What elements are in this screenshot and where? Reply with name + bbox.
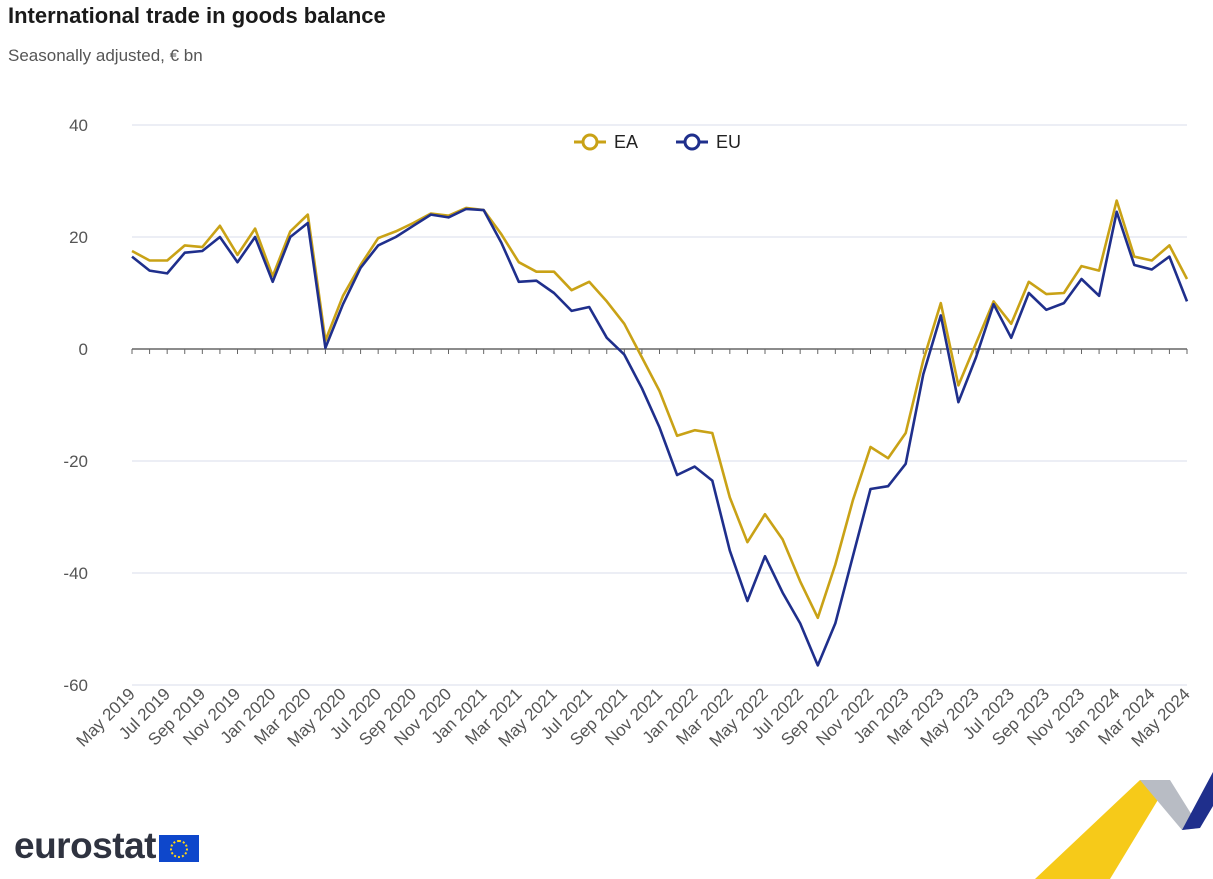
- grid-lines: [132, 124, 1187, 686]
- x-axis: [131, 348, 1188, 354]
- y-tick-label: 20: [69, 228, 88, 247]
- eurostat-logo: eurostat: [14, 825, 199, 867]
- legend-eu-label: EU: [716, 132, 741, 152]
- legend: EA EU: [574, 132, 741, 152]
- legend-eu-marker-icon: [683, 133, 701, 151]
- y-axis-ticks: 40 20 0 -20 -40 -60: [63, 116, 88, 695]
- eurostat-swoosh-icon: [1035, 772, 1213, 879]
- chart-title: International trade in goods balance: [8, 3, 386, 28]
- y-tick-label: -40: [63, 564, 88, 583]
- y-tick-label: 0: [79, 340, 88, 359]
- eu-flag-icon: [158, 834, 199, 862]
- chart-subtitle: Seasonally adjusted, € bn: [8, 46, 203, 65]
- y-tick-label: -20: [63, 452, 88, 471]
- y-tick-label: 40: [69, 116, 88, 135]
- series-line-eu: [131, 207, 1189, 667]
- y-tick-label: -60: [63, 676, 88, 695]
- series-line-ea: [131, 199, 1189, 620]
- eurostat-logo-text: eurostat: [14, 825, 156, 866]
- legend-ea-label: EA: [614, 132, 638, 152]
- series-lines: [131, 199, 1189, 667]
- legend-ea-marker-icon: [581, 133, 599, 151]
